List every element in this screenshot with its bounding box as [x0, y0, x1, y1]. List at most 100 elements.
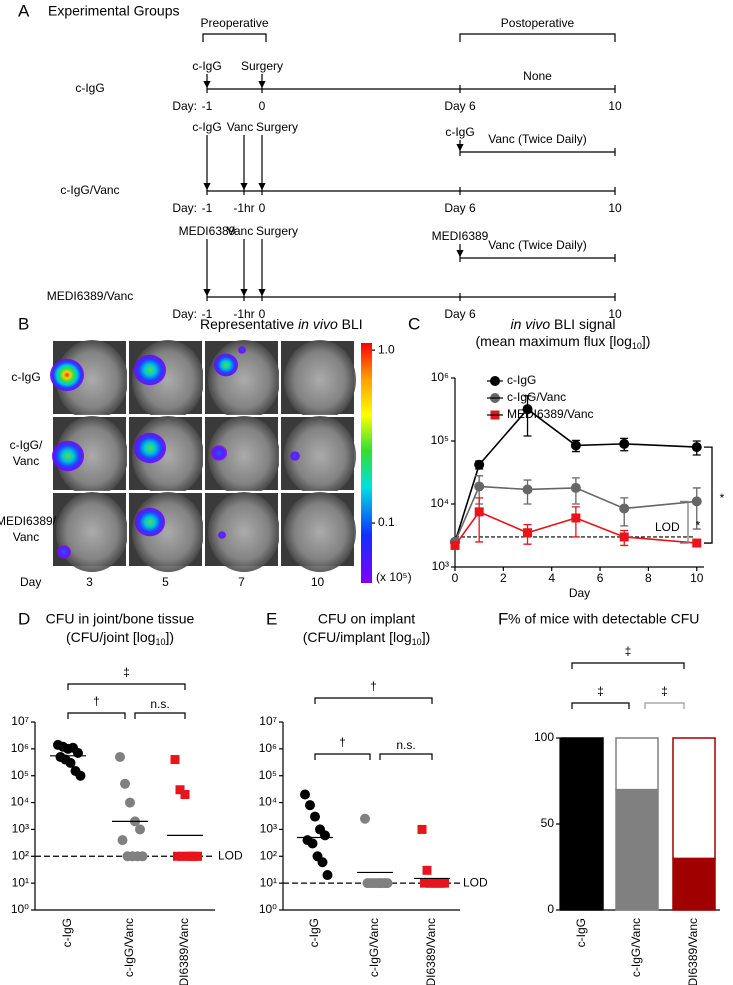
bli-signal: [218, 531, 226, 539]
error-bar: [475, 497, 484, 543]
x-axis-label: Day: [569, 586, 590, 600]
panel-label: C: [408, 314, 420, 333]
mouse-body: [56, 416, 128, 496]
legend-label: MEDI6389/Vanc: [507, 407, 594, 421]
chart-subtitle: (CFU/implant [log10]): [303, 629, 431, 648]
x-tick-label: 4: [548, 571, 555, 585]
panel-label: B: [18, 314, 29, 333]
group-name: c-IgG: [75, 81, 104, 95]
comparison-bracket: [314, 753, 371, 760]
error-bar: [523, 395, 532, 437]
colorbar-unit: (x 10⁵): [376, 570, 412, 584]
y-tick-label: 10⁷: [11, 714, 29, 728]
comparison-bracket: [571, 662, 685, 669]
comparison-label: ‡: [661, 684, 668, 698]
chart-subtitle-part: 10: [155, 637, 165, 647]
panel-label: F: [498, 609, 508, 628]
mouse-body: [208, 416, 280, 496]
x-tick-label: MEDI6389/Vanc: [424, 918, 438, 985]
data-point: [175, 785, 185, 795]
panel-title: Representative in vivo BLI: [200, 316, 363, 332]
x-tick-label: 2: [500, 571, 507, 585]
data-point: [173, 851, 182, 861]
panel-label: D: [18, 609, 30, 628]
panel-title-part: in vivo: [298, 316, 338, 332]
data-point: [474, 459, 485, 470]
bli-signal: [211, 445, 227, 461]
day-label: 0: [259, 99, 266, 113]
data-point: [523, 528, 533, 538]
data-point: [125, 797, 135, 808]
y-tick-label: 10¹: [12, 875, 29, 889]
data-point: [170, 755, 180, 765]
comparison-bracket: [134, 712, 186, 719]
panel-label: E: [266, 609, 277, 628]
series-line: [454, 510, 697, 546]
chart-title: % of mice with detectable CFU: [508, 611, 699, 627]
marker-label: c-IgG: [192, 120, 221, 134]
post-label: Vanc (Twice Daily): [488, 238, 586, 252]
data-point: [310, 811, 320, 822]
data-point: [73, 748, 83, 759]
chart-subtitle-part: ]): [422, 629, 431, 645]
day-label: 0: [259, 307, 266, 321]
y-tick-label: 10³: [260, 822, 277, 836]
phase-label: Preoperative: [200, 16, 268, 30]
post-label: None: [523, 69, 552, 83]
data-point: [193, 851, 202, 861]
comparison-bracket: [67, 683, 186, 690]
chart-subtitle-part: ]): [642, 333, 651, 349]
colorbar-tick-label: 1.0: [378, 342, 395, 356]
chart-subtitle-part: (CFU/joint [log: [66, 629, 155, 645]
bli-signal: [57, 545, 71, 559]
data-point: [300, 789, 310, 800]
x-tick-label: c-IgG: [574, 918, 588, 947]
comparison-label: ‡: [597, 684, 604, 698]
data-point: [619, 503, 630, 514]
data-point: [570, 440, 581, 451]
post-label: Vanc (Twice Daily): [488, 132, 586, 146]
legend-label: c-IgG: [507, 373, 536, 387]
data-point: [440, 878, 449, 888]
post-marker-label: c-IgG: [445, 125, 474, 139]
data-point: [474, 481, 485, 492]
data-point: [115, 751, 125, 762]
y-tick-label: 10³: [432, 559, 449, 573]
day-label: Day 6: [444, 201, 476, 215]
bli-signal: [134, 354, 166, 386]
data-point: [322, 870, 333, 881]
day-prefix: Day:: [172, 201, 197, 215]
comparison-label: ‡: [123, 665, 130, 679]
chart-title-part: in vivo: [510, 316, 550, 332]
day-value: 7: [238, 575, 245, 589]
bli-signal: [238, 346, 246, 354]
data-point: [430, 878, 439, 888]
data-point: [425, 878, 434, 888]
x-tick-label: MEDI6389/Vanc: [177, 918, 191, 985]
significance-label: *: [696, 518, 701, 532]
day-label: -1hr: [233, 201, 254, 215]
y-tick-label: 0: [547, 902, 554, 916]
phase-bracket: [202, 33, 267, 42]
comparison-label: ‡: [625, 644, 632, 658]
legend-label: c-IgG/Vanc: [507, 390, 566, 404]
day-prefix: Day:: [172, 307, 197, 321]
data-point: [619, 532, 629, 542]
error-bar: [692, 487, 701, 530]
y-tick-label: 10⁶: [431, 370, 449, 384]
marker-label: Surgery: [241, 59, 283, 73]
day-label: Day: [20, 575, 41, 589]
chart-title: in vivo BLI signal: [510, 316, 615, 332]
group-name: c-IgG/Vanc: [60, 183, 119, 197]
day-label: 10: [608, 307, 622, 321]
marker-label: Surgery: [256, 224, 298, 238]
data-point: [420, 878, 429, 888]
data-point: [422, 865, 432, 875]
data-point: [450, 540, 460, 550]
y-tick-label: 10⁰: [11, 902, 29, 916]
significance-bracket: [680, 500, 689, 544]
x-tick-label: 6: [597, 571, 604, 585]
bli-signal: [214, 353, 238, 377]
chart-title: CFU on implant: [318, 611, 415, 627]
day-value: 5: [162, 575, 169, 589]
